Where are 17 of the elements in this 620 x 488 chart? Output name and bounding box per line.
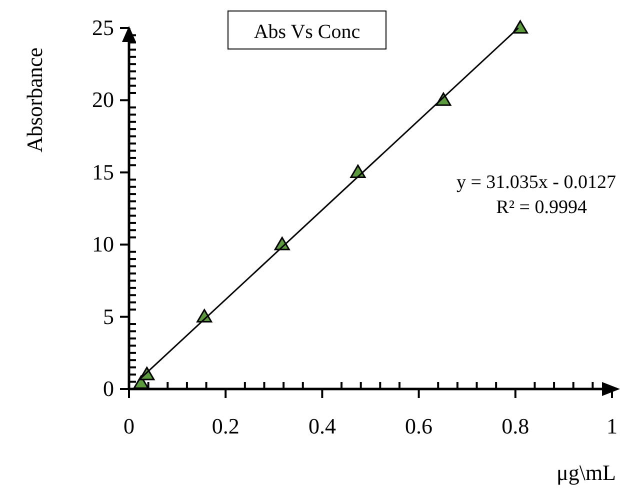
y-axis-title: Absorbance [22, 47, 47, 153]
x-tick-label: 0 [124, 414, 134, 439]
x-tick-label: 0.6 [405, 414, 433, 439]
y-tick-label: 10 [92, 232, 114, 257]
x-tick-label: 1 [606, 414, 618, 439]
x-tick-label: 0.8 [502, 414, 530, 439]
y-tick-label: 25 [92, 15, 114, 40]
chart-title: Abs Vs Conc [254, 21, 360, 43]
y-tick-label: 15 [92, 159, 114, 184]
x-tick-label: 0.2 [212, 414, 240, 439]
x-axis-title: μg\mL [556, 460, 616, 485]
y-tick-label: 0 [103, 376, 114, 402]
annotation: y = 31.035x - 0.0127 [456, 172, 616, 193]
annotation: R² = 0.9994 [496, 197, 588, 218]
y-tick-label: 20 [92, 87, 114, 112]
y-tick-label: 5 [103, 304, 114, 329]
x-tick-label: 0.4 [308, 414, 336, 439]
